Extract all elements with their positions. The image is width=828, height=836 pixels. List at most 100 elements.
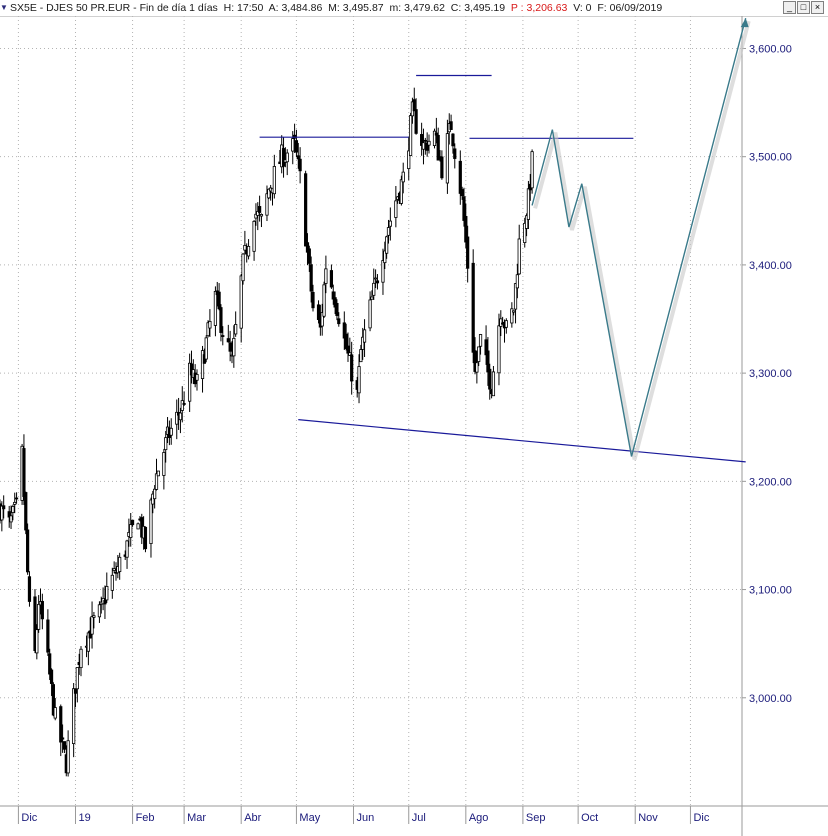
candle-body [458, 160, 462, 194]
candle-body [153, 488, 157, 500]
header-a-value: 3,484.86 [281, 2, 323, 14]
candle-body [35, 629, 39, 654]
candle-body [421, 142, 426, 150]
candle-body [370, 296, 374, 300]
candle-body [136, 523, 140, 530]
candle-body [72, 688, 76, 745]
candle-body [440, 156, 444, 179]
y-tick-label: 3,500.00 [749, 152, 792, 164]
candle-body [112, 568, 116, 571]
x-tick-label: Feb [136, 812, 155, 824]
candle-body [7, 511, 11, 518]
projection-shadow [533, 20, 751, 460]
x-tick-label: Jun [357, 812, 375, 824]
candle-body [14, 497, 19, 500]
candle-body [399, 179, 403, 204]
candle-body [311, 291, 315, 309]
candle-body [90, 616, 94, 635]
candle-body [267, 188, 271, 199]
y-tick-label: 3,100.00 [749, 585, 792, 597]
candle-body [307, 248, 311, 264]
candle-body [61, 737, 65, 740]
header-v-label: V: [573, 2, 583, 14]
dropdown-arrow-icon[interactable]: ▼ [0, 3, 8, 12]
candle-body [169, 427, 173, 436]
x-tick-label: Mar [187, 812, 206, 824]
candle-body [103, 600, 107, 605]
candle-body [246, 245, 251, 257]
candle-body [304, 173, 308, 247]
projection-arrowhead [740, 18, 749, 28]
close-button[interactable]: × [811, 1, 824, 14]
candle-body [73, 688, 78, 694]
candle-body [13, 501, 17, 505]
candle-body [254, 213, 258, 219]
candle-body [449, 121, 453, 130]
candle-body [49, 669, 54, 684]
candle-body [322, 284, 326, 317]
candle-body [234, 324, 238, 335]
candle-body [105, 586, 109, 601]
candle-body [305, 242, 310, 253]
candle-body [361, 336, 365, 350]
y-tick-label: 3,600.00 [749, 43, 792, 55]
candle-body [86, 632, 90, 652]
candle-body [374, 277, 378, 280]
candle-body [285, 152, 289, 163]
candle-body [22, 448, 26, 497]
candle-body [512, 310, 516, 313]
candle-body [478, 334, 483, 347]
header-m-label: M: [328, 2, 340, 14]
candle-body [182, 403, 186, 405]
header-min-label: m: [389, 2, 402, 14]
candle-body [342, 322, 346, 339]
candle-body [348, 352, 352, 356]
candle-body [206, 322, 210, 337]
candle-body [383, 250, 387, 264]
candle-body [175, 411, 179, 425]
candle-body [129, 524, 133, 538]
projection-path [531, 17, 747, 457]
maximize-button[interactable]: □ [797, 1, 810, 14]
candle-body [221, 335, 225, 337]
candle-body [2, 505, 6, 510]
minimize-button[interactable]: _ [783, 1, 796, 14]
header-p-value: 3,206.63 [526, 2, 568, 14]
candle-body [125, 540, 129, 558]
candle-body [324, 268, 328, 284]
candle-body [451, 133, 455, 147]
candle-body [484, 339, 488, 356]
candle-body [420, 134, 424, 146]
candle-body [427, 140, 431, 146]
candle-body [462, 196, 466, 221]
candle-body [110, 574, 114, 591]
candle-body [320, 312, 324, 327]
candle-body [375, 280, 380, 284]
candle-body [241, 253, 245, 282]
candle-body [272, 166, 276, 195]
candle-body [27, 576, 32, 602]
candle-body [515, 274, 519, 289]
header-p-label: P : [510, 2, 524, 14]
candle-body [178, 412, 183, 421]
header-c-label: C: [450, 2, 462, 14]
candle-body [331, 291, 335, 300]
candle-body [488, 368, 492, 390]
candle-body [388, 220, 392, 227]
candle-body [66, 740, 70, 774]
candle-body [401, 171, 405, 183]
candle-body [335, 303, 339, 316]
candle-body [464, 216, 468, 243]
candles-group [0, 87, 534, 777]
candle-body [346, 345, 350, 354]
window-controls: _ □ × [782, 1, 824, 15]
candle-body [434, 132, 438, 136]
candle-body [256, 211, 260, 216]
candle-body [162, 452, 166, 476]
candle-body [513, 283, 518, 310]
candle-body [475, 362, 479, 373]
candle-body [414, 109, 418, 134]
y-tick-label: 3,000.00 [749, 693, 792, 705]
header-symbol: SX5E - DJES 50 PR.EUR [10, 2, 131, 14]
candle-body [204, 337, 208, 360]
